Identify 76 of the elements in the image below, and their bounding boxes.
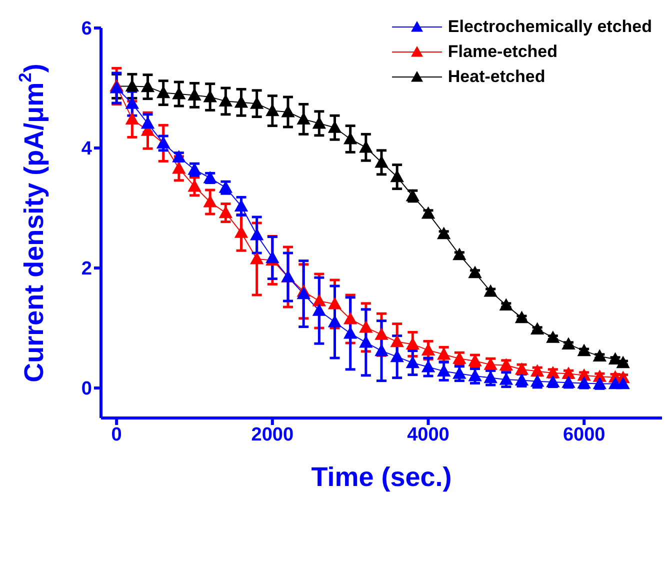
point	[344, 132, 357, 144]
point	[188, 180, 201, 192]
point	[359, 140, 372, 153]
point	[344, 312, 357, 324]
point	[141, 116, 154, 129]
point	[328, 121, 342, 133]
point	[328, 298, 342, 310]
point	[126, 97, 139, 109]
point	[468, 370, 482, 382]
point	[422, 206, 435, 219]
point	[375, 344, 388, 356]
point	[437, 348, 450, 360]
point	[515, 311, 528, 324]
y-tick-label: 2	[81, 258, 92, 280]
point	[297, 287, 310, 300]
point	[375, 328, 388, 340]
x-tick-label: 0	[111, 424, 122, 446]
point	[172, 88, 186, 100]
point	[546, 331, 560, 343]
point	[344, 326, 357, 339]
point	[250, 97, 264, 109]
point	[282, 106, 294, 118]
point	[422, 360, 435, 372]
point	[126, 112, 139, 124]
x-axis-title: Time (sec.)	[311, 462, 452, 492]
legend-label: Electrochemically etched	[448, 16, 652, 36]
point	[500, 298, 513, 310]
point	[204, 90, 217, 102]
point	[375, 156, 388, 168]
point	[297, 112, 310, 124]
x-tick-label: 4000	[407, 424, 450, 446]
point	[578, 344, 591, 356]
point	[172, 162, 186, 174]
point	[250, 252, 264, 264]
point	[390, 170, 404, 182]
point	[484, 284, 498, 297]
point	[141, 80, 154, 92]
point	[468, 266, 482, 278]
point	[593, 350, 606, 362]
point	[312, 304, 326, 316]
legend-label: Heat-etched	[448, 66, 546, 86]
point	[219, 94, 232, 106]
point	[530, 322, 544, 334]
point	[390, 350, 404, 362]
legend-label: Flame-etched	[448, 42, 558, 62]
point	[234, 96, 248, 108]
point	[266, 104, 279, 116]
point	[437, 227, 450, 240]
point	[500, 373, 513, 385]
point	[422, 344, 435, 356]
point	[219, 206, 232, 218]
point	[484, 371, 498, 384]
point	[406, 338, 420, 350]
point	[452, 248, 466, 260]
x-tick-label: 6000	[562, 424, 606, 446]
point	[452, 367, 466, 379]
point	[328, 316, 342, 328]
y-tick-label: 0	[81, 378, 92, 400]
point	[359, 336, 372, 348]
y-tick-label: 6	[81, 18, 92, 40]
point	[234, 226, 248, 238]
point	[406, 356, 420, 368]
point	[126, 80, 139, 92]
point	[156, 86, 170, 98]
point	[437, 364, 450, 376]
point	[562, 338, 575, 350]
x-tick-label: 2000	[251, 424, 294, 446]
point	[359, 320, 372, 333]
point	[234, 200, 248, 212]
point	[390, 335, 404, 348]
point	[312, 294, 326, 306]
point	[250, 228, 264, 240]
point	[188, 88, 201, 100]
point	[204, 196, 217, 208]
point	[312, 116, 326, 129]
y-tick-label: 4	[81, 138, 92, 160]
